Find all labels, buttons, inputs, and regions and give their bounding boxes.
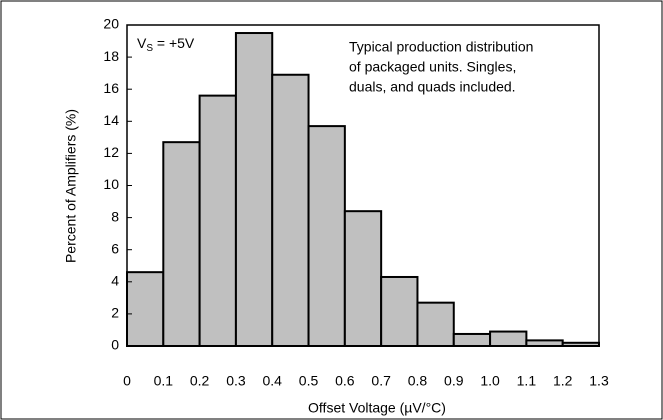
x-tick-label: 0.9 xyxy=(444,373,464,389)
bar xyxy=(271,73,310,347)
annotation-subscript: S xyxy=(146,43,153,54)
x-tick-label: 0.1 xyxy=(154,373,174,389)
bar xyxy=(452,332,492,347)
y-tick-label: 16 xyxy=(103,80,119,96)
bar xyxy=(525,339,564,348)
x-tick-label: 0.7 xyxy=(371,373,391,389)
bar xyxy=(126,271,165,348)
y-tick-label: 4 xyxy=(111,273,119,289)
y-tick-label: 0 xyxy=(111,337,119,353)
x-tick-label: 0.2 xyxy=(190,373,210,389)
bar xyxy=(198,94,237,348)
bar xyxy=(416,301,455,348)
x-tick-label: 0.6 xyxy=(335,373,355,389)
bar xyxy=(343,210,383,347)
x-tick-label: 0.5 xyxy=(299,373,319,389)
x-tick-label: 1.2 xyxy=(553,373,573,389)
note-line: duals, and quads included. xyxy=(349,79,516,95)
y-tick-label: 20 xyxy=(103,16,119,32)
note-line: Typical production distribution xyxy=(349,39,533,55)
y-tick-label: 18 xyxy=(103,48,119,64)
bar xyxy=(162,141,201,347)
x-tick-label: 0.3 xyxy=(226,373,246,389)
y-tick-label: 2 xyxy=(111,305,119,321)
x-tick-label: 0 xyxy=(123,373,131,389)
x-tick-label: 0.8 xyxy=(408,373,428,389)
y-tick-label: 6 xyxy=(111,240,119,256)
x-tick-label: 1.0 xyxy=(480,373,500,389)
y-tick-label: 12 xyxy=(103,144,119,160)
x-axis-label: Offset Voltage (µV/°C) xyxy=(308,400,446,416)
note-line: of packaged units. Singles, xyxy=(349,59,516,75)
y-tick-label: 8 xyxy=(111,208,119,224)
x-tick-label: 1.1 xyxy=(517,373,537,389)
supply-annotation: VS = +5V xyxy=(137,35,195,54)
bar xyxy=(489,330,528,347)
y-tick-label: 14 xyxy=(103,112,119,128)
bar xyxy=(307,125,346,347)
bar xyxy=(234,32,274,348)
annotation-text: = +5V xyxy=(153,35,195,51)
annotation-symbol: V xyxy=(137,35,147,51)
y-tick-label: 10 xyxy=(103,176,119,192)
x-tick-label: 1.3 xyxy=(589,373,609,389)
bar xyxy=(380,275,419,347)
y-axis-label: Percent of Amplifiers (%) xyxy=(63,109,79,263)
x-tick-label: 0.4 xyxy=(262,373,282,389)
